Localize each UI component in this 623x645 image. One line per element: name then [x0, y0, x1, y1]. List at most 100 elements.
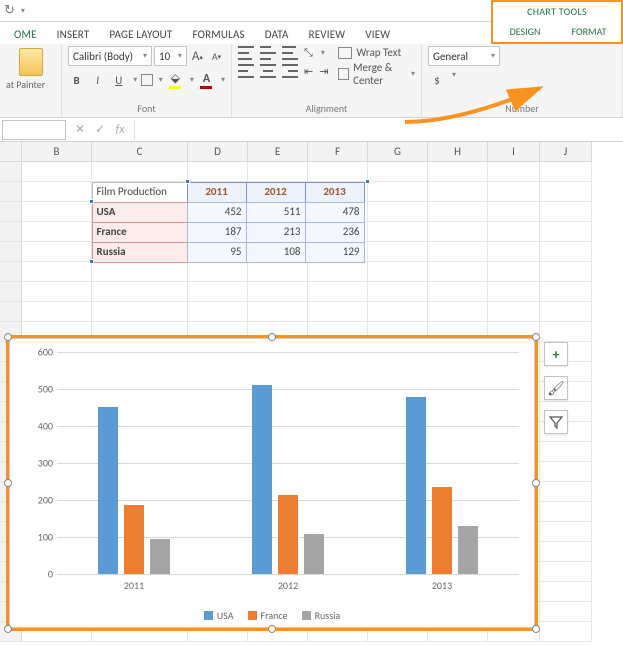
tab-insert[interactable]: INSERT: [47, 25, 100, 44]
col-header[interactable]: I: [488, 142, 540, 162]
group-label-font: Font: [68, 102, 225, 117]
italic-button[interactable]: I: [89, 70, 106, 90]
col-header[interactable]: B: [22, 142, 92, 162]
paste-icon[interactable]: [19, 48, 43, 76]
tab-data[interactable]: DATA: [255, 25, 299, 44]
chart-bar[interactable]: [406, 397, 426, 574]
align-top-icon[interactable]: [238, 46, 254, 60]
align-middle-icon[interactable]: [260, 46, 276, 60]
tab-chart-design[interactable]: DESIGN: [493, 22, 557, 42]
ribbon: at Painter Calibri (Body)▾ 10▾ A▴ A▾ B I…: [0, 44, 623, 118]
table-title-cell[interactable]: Film Production: [92, 182, 188, 203]
table-row-label[interactable]: USA: [92, 202, 188, 223]
cancel-formula-icon[interactable]: ✕: [70, 122, 90, 137]
bold-button[interactable]: B: [68, 70, 85, 90]
align-right-icon[interactable]: [282, 64, 298, 78]
chart-bar[interactable]: [278, 495, 298, 574]
align-left-icon[interactable]: [238, 64, 254, 78]
group-label-number: Number: [428, 102, 616, 117]
accept-formula-icon[interactable]: ✓: [90, 122, 110, 137]
chart-bar[interactable]: [252, 385, 272, 574]
col-header[interactable]: H: [428, 142, 488, 162]
legend-swatch: [302, 611, 311, 620]
y-axis-label: 100: [23, 531, 53, 544]
chart-filter-button[interactable]: [544, 410, 568, 434]
table-cell[interactable]: 108: [246, 242, 306, 263]
font-color-icon[interactable]: A: [198, 70, 215, 90]
merge-center-button[interactable]: Merge & Center▾: [338, 61, 415, 87]
col-header[interactable]: G: [368, 142, 428, 162]
name-box[interactable]: [2, 120, 66, 140]
table-cell[interactable]: 236: [305, 222, 365, 243]
col-header[interactable]: J: [540, 142, 592, 162]
format-painter-label[interactable]: at Painter: [6, 78, 45, 91]
table-cell[interactable]: 213: [246, 222, 306, 243]
table-row-label[interactable]: Russia: [92, 242, 188, 263]
fill-color-icon[interactable]: ⬙: [167, 70, 184, 90]
chart-styles-button[interactable]: 🖌: [544, 376, 568, 400]
selection-handle[interactable]: [89, 259, 94, 264]
font-size-select[interactable]: 10▾: [154, 46, 187, 66]
decrease-font-icon[interactable]: A▾: [208, 46, 225, 66]
legend-item[interactable]: Russia: [302, 609, 341, 622]
number-format-select[interactable]: General▾: [428, 46, 500, 66]
ribbon-tabstrip: OME INSERT PAGE LAYOUT FORMULAS DATA REV…: [0, 22, 623, 44]
selection-handle[interactable]: [89, 199, 94, 204]
table-cell[interactable]: 95: [187, 242, 247, 263]
fx-icon[interactable]: fx: [110, 123, 130, 137]
merge-center-label: Merge & Center: [353, 61, 405, 87]
wrap-text-button[interactable]: Wrap Text: [338, 46, 415, 59]
increase-indent-icon[interactable]: ⇥: [319, 65, 328, 78]
borders-icon[interactable]: [141, 74, 153, 86]
legend-item[interactable]: France: [248, 609, 288, 622]
table-row-label[interactable]: France: [92, 222, 188, 243]
chart-plot-area[interactable]: 0100200300400500600201120122013: [57, 352, 519, 574]
legend-item[interactable]: USA: [204, 609, 234, 622]
table-cell[interactable]: 129: [305, 242, 365, 263]
table-cell[interactable]: 187: [187, 222, 247, 243]
chevron-down-icon: ▾: [143, 51, 147, 61]
table-cell[interactable]: 478: [305, 202, 365, 223]
col-header[interactable]: F: [308, 142, 368, 162]
align-bottom-icon[interactable]: [282, 46, 298, 60]
tab-formulas[interactable]: FORMULAS: [182, 25, 254, 44]
tab-home[interactable]: OME: [4, 25, 47, 44]
tab-review[interactable]: REVIEW: [299, 25, 356, 44]
table-cell[interactable]: 511: [246, 202, 306, 223]
col-header[interactable]: C: [92, 142, 188, 162]
chart-elements-button[interactable]: +: [544, 342, 568, 366]
chart-bar[interactable]: [150, 539, 170, 574]
font-name-select[interactable]: Calibri (Body)▾: [68, 46, 152, 66]
chart-bar[interactable]: [304, 534, 324, 574]
selection-handle[interactable]: [185, 179, 190, 184]
chart-bar[interactable]: [458, 526, 478, 574]
chevron-down-icon: ▾: [178, 51, 182, 61]
decrease-indent-icon[interactable]: ⇤: [304, 65, 313, 78]
chart-legend[interactable]: USA France Russia: [9, 609, 535, 622]
tab-chart-format[interactable]: FORMAT: [557, 22, 621, 42]
redo-icon[interactable]: ↻: [4, 3, 15, 18]
formula-input[interactable]: [134, 120, 623, 140]
chart-bar[interactable]: [124, 505, 144, 574]
select-all-corner[interactable]: [0, 142, 22, 162]
underline-button[interactable]: U: [110, 70, 127, 90]
currency-icon[interactable]: $: [428, 70, 446, 90]
y-axis-label: 200: [23, 493, 53, 506]
qat-dropdown-icon[interactable]: ▾: [21, 6, 25, 16]
col-header[interactable]: E: [248, 142, 308, 162]
table-year-header[interactable]: 2012: [246, 182, 306, 203]
embedded-chart[interactable]: 0100200300400500600201120122013 USA Franc…: [6, 335, 538, 631]
chart-bar[interactable]: [98, 407, 118, 574]
selection-handle[interactable]: [365, 179, 370, 184]
number-format-value: General: [433, 50, 468, 63]
tab-page-layout[interactable]: PAGE LAYOUT: [99, 25, 182, 44]
col-header[interactable]: D: [188, 142, 248, 162]
align-center-icon[interactable]: [260, 64, 276, 78]
table-cell[interactable]: 452: [187, 202, 247, 223]
chart-bar[interactable]: [432, 487, 452, 574]
table-year-header[interactable]: 2011: [187, 182, 247, 203]
tab-view[interactable]: VIEW: [355, 25, 400, 44]
increase-font-icon[interactable]: A▴: [189, 46, 206, 66]
orientation-icon[interactable]: ⤡: [304, 46, 313, 60]
table-year-header[interactable]: 2013: [305, 182, 365, 203]
